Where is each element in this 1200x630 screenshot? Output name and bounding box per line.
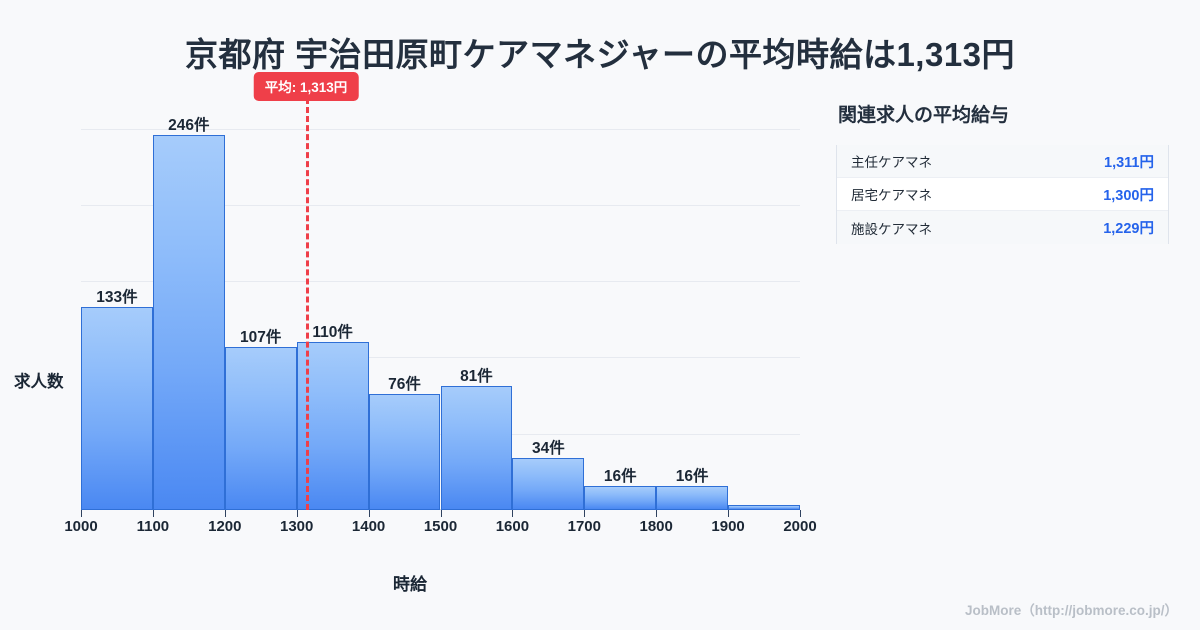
bar-value-label: 81件 (460, 368, 493, 386)
related-salary-panel: 関連求人の平均給与 主任ケアマネ 1,311円居宅ケアマネ 1,300円施設ケアマネ… (836, 100, 1176, 244)
x-axis-tick (656, 510, 658, 517)
histogram-bar (584, 485, 657, 510)
y-axis-label: 求人数 (14, 373, 64, 391)
bar-value-label: 107件 (240, 328, 282, 346)
x-axis-tick-label: 2000 (783, 518, 817, 535)
x-axis-tick (368, 510, 370, 517)
x-axis-tick (81, 510, 82, 517)
histogram-bar (440, 386, 513, 510)
table-row-label: 居宅ケアマネ (851, 188, 932, 203)
histogram-bar (81, 307, 153, 510)
bar-value-label: 133件 (96, 289, 138, 307)
table-row-value: 1,229円 (1103, 221, 1154, 237)
average-line (306, 98, 310, 510)
gridline (81, 128, 800, 130)
histogram-bar (224, 346, 297, 510)
x-axis-tick-label: 1200 (208, 518, 242, 535)
bar-value-label: 110件 (312, 324, 353, 342)
x-axis-tick (224, 510, 226, 517)
x-axis-tick-label: 1900 (711, 518, 745, 535)
x-axis-tick (584, 510, 586, 517)
bar-value-label: 34件 (531, 440, 565, 458)
bar-value-label: 16件 (603, 467, 637, 485)
gridline (81, 281, 800, 283)
histogram-bar (512, 458, 585, 510)
x-axis-label: 時給 (393, 575, 427, 594)
plot-area: 133件 246件 107件 110件 76件 81件 34件 16件 16件 1000 1100 1… (64, 72, 817, 535)
x-axis-tick-label: 1800 (639, 518, 673, 535)
x-axis-tick-label: 1100 (136, 518, 170, 535)
related-salary-table: 主任ケアマネ 1,311円居宅ケアマネ 1,300円施設ケアマネ 1,229円 (836, 145, 1169, 244)
average-badge: 平均: 1,313円 (253, 72, 359, 101)
table-row-label: 施設ケアマネ (851, 221, 932, 237)
table-row-value: 1,311円 (1104, 154, 1154, 171)
gridline (81, 204, 800, 206)
x-axis-tick (296, 510, 298, 517)
x-axis-tick-label: 1000 (64, 518, 98, 535)
table-row: 施設ケアマネ 1,229円 (837, 211, 1168, 244)
watermark: JobMore（http://jobmore.co.jp/） (965, 603, 1178, 618)
bar-value-label: 246件 (168, 116, 210, 134)
histogram-bar (368, 394, 441, 510)
table-row-label: 主任ケアマネ (851, 155, 932, 170)
table-row-value: 1,300円 (1103, 187, 1154, 204)
histogram-bar (152, 134, 225, 510)
histogram-chart: 求人数 133件 246件 107件 110件 76件 81件 34件 16件 16件 1000 1… (0, 72, 820, 535)
x-axis-tick (512, 510, 514, 517)
histogram-bar (656, 485, 729, 510)
x-axis-tick-label: 1500 (423, 518, 458, 535)
bar-value-label: 16件 (675, 467, 709, 485)
x-axis-tick (152, 510, 154, 517)
bar-value-label: 76件 (388, 376, 421, 394)
gridline (81, 357, 800, 359)
x-axis-tick-label: 1600 (495, 518, 530, 535)
x-axis-tick (800, 510, 801, 517)
x-axis-tick (440, 510, 442, 517)
x-axis-tick (728, 510, 730, 517)
histogram-bar (728, 505, 800, 510)
page-title: 京都府 宇治田原町ケアマネジャーの平均時給は1,313円 (184, 36, 1016, 73)
table-row: 居宅ケアマネ 1,300円 (837, 178, 1168, 211)
x-axis-tick-label: 1700 (567, 518, 601, 535)
x-axis-tick-label: 1400 (351, 518, 386, 535)
table-row: 主任ケアマネ 1,311円 (837, 145, 1168, 178)
panel-heading: 関連求人の平均給与 (838, 105, 1010, 126)
x-axis-tick-label: 1300 (280, 518, 314, 535)
